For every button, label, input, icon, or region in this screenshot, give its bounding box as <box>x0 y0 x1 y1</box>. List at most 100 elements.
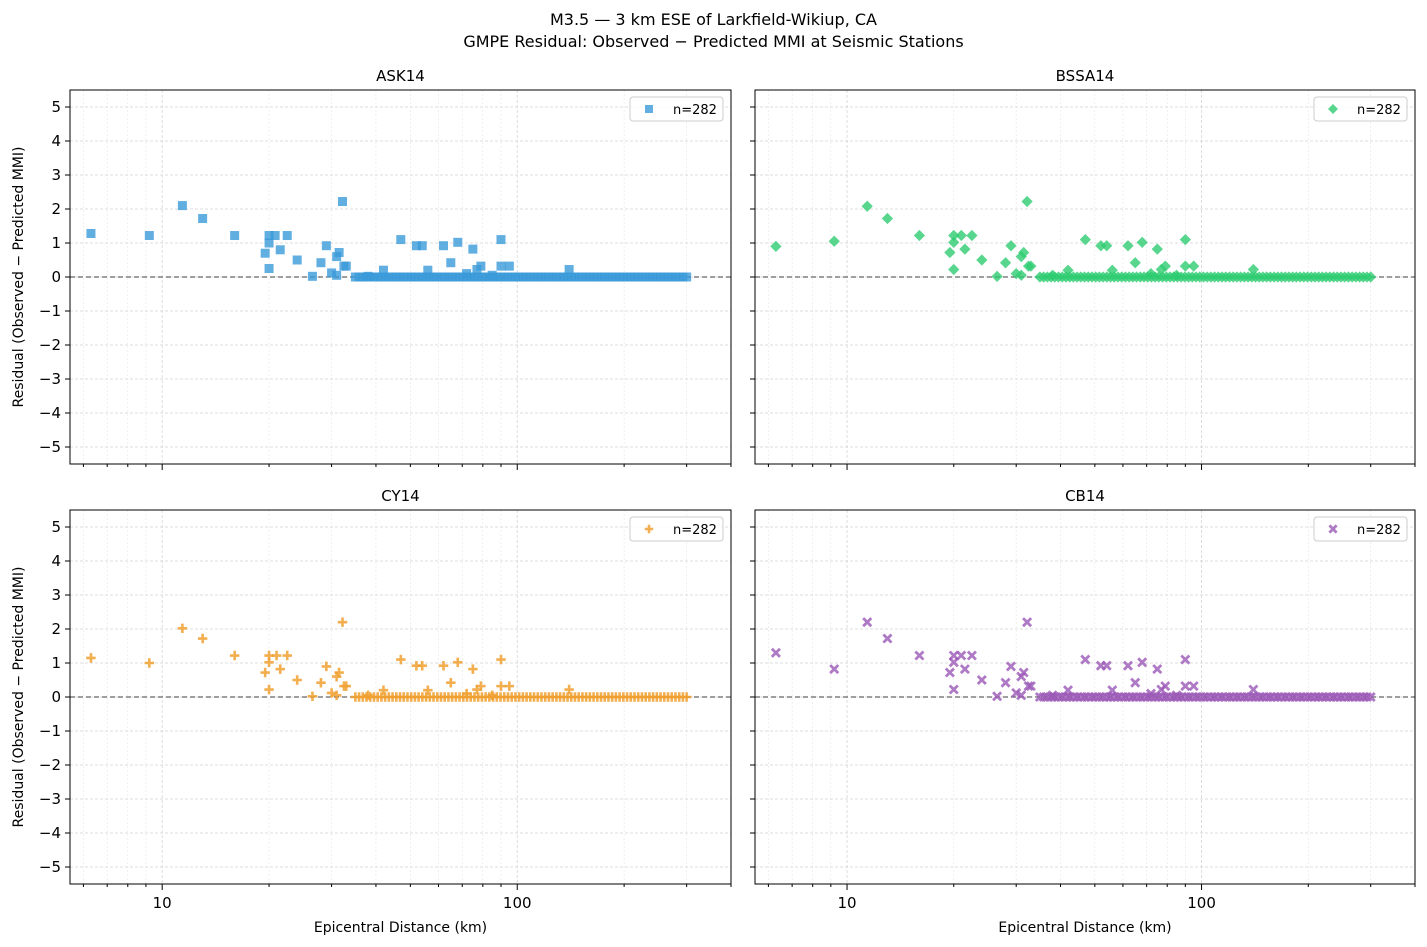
data-point <box>992 691 1003 702</box>
data-point <box>378 265 388 275</box>
data-point <box>914 650 925 661</box>
data-point <box>956 650 967 661</box>
data-point <box>1018 246 1030 259</box>
data-point <box>496 235 506 245</box>
legend: n=282 <box>1313 96 1408 122</box>
y-tick-label: 1 <box>51 234 61 252</box>
data-point <box>1000 677 1011 688</box>
data-point <box>976 254 988 266</box>
data-point <box>229 650 240 661</box>
data-point <box>770 647 781 658</box>
data-point <box>1023 681 1034 692</box>
legend-marker <box>1328 104 1338 114</box>
data-point <box>828 235 840 247</box>
x-tick-label: 100 <box>1187 894 1216 912</box>
data-point <box>1080 654 1091 665</box>
data-point <box>1025 681 1036 692</box>
data-point <box>331 690 342 701</box>
legend-marker <box>1328 524 1338 534</box>
x-tick-label: 100 <box>503 894 532 912</box>
data-point <box>264 657 274 668</box>
legend-label: n=282 <box>1357 103 1401 118</box>
panel-bssa14: BSSA14 n=282 <box>750 67 1416 470</box>
data-point <box>446 677 456 688</box>
data-point <box>1018 667 1029 678</box>
data-point <box>316 677 326 688</box>
data-point <box>1160 681 1171 692</box>
y-tick-label: −2 <box>39 756 61 774</box>
data-point <box>86 653 96 663</box>
y-axis-label: Residual (Observed − Predicted MMI) <box>11 567 27 828</box>
data-point <box>564 265 574 275</box>
data-point <box>1079 233 1091 246</box>
y-tick-label: 3 <box>51 586 61 604</box>
data-point <box>496 681 506 691</box>
data-point <box>1101 240 1113 252</box>
data-points <box>86 617 692 702</box>
legend-box <box>629 516 724 542</box>
data-point <box>944 667 955 678</box>
data-point <box>271 650 282 661</box>
data-point <box>439 241 449 251</box>
data-point <box>264 238 274 248</box>
y-tick-label: 1 <box>51 654 61 672</box>
data-point <box>321 661 332 672</box>
data-point <box>948 263 960 276</box>
data-point <box>913 229 926 242</box>
data-point <box>144 658 155 668</box>
data-point <box>966 650 977 661</box>
panel-title: CY14 <box>381 487 419 505</box>
data-point <box>959 243 971 255</box>
y-tick-label: 4 <box>51 552 61 570</box>
data-points <box>770 195 1377 283</box>
data-point <box>1015 250 1027 263</box>
legend-label: n=282 <box>1357 523 1401 538</box>
figure-title-line1: M3.5 — 3 km ESE of Larkfield-Wikiup, CA <box>549 10 877 29</box>
data-point <box>341 261 351 271</box>
x-axis-label: Epicentral Distance (km) <box>998 920 1171 936</box>
y-tick-label: 5 <box>51 98 61 116</box>
y-tick-label: 5 <box>51 518 61 536</box>
data-point <box>453 657 463 668</box>
data-point <box>292 255 302 265</box>
panel-title: BSSA14 <box>1056 67 1115 85</box>
data-point <box>396 654 406 665</box>
legend: n=282 <box>1313 516 1408 542</box>
data-point <box>1122 240 1134 252</box>
data-points <box>86 197 692 282</box>
data-point <box>682 272 692 282</box>
y-tick-label: −3 <box>39 370 61 388</box>
data-point <box>1095 240 1107 252</box>
data-point <box>948 236 960 248</box>
y-tick-label: 0 <box>51 688 61 706</box>
data-point <box>316 258 326 268</box>
data-point <box>468 664 478 674</box>
data-point <box>337 617 348 627</box>
data-point <box>966 229 978 242</box>
data-point <box>1005 240 1017 252</box>
data-point <box>292 675 302 685</box>
data-point <box>275 664 285 674</box>
y-tick-label: 2 <box>51 620 61 638</box>
data-point <box>282 650 292 661</box>
panel-ask14: ASK14 5 4 3 2 1 0 −1 −2 −3 −4 −5 Residual (Observed … <box>11 67 732 470</box>
data-point <box>453 237 463 247</box>
data-point <box>177 623 188 634</box>
data-point <box>1025 260 1037 272</box>
legend-box <box>629 96 724 122</box>
y-tick-label: −5 <box>39 858 61 876</box>
data-point <box>1152 664 1163 675</box>
data-point <box>1011 687 1022 698</box>
y-tick-label: −3 <box>39 790 61 808</box>
data-point <box>396 235 406 245</box>
x-tick-label: 10 <box>837 894 856 912</box>
data-point <box>230 231 240 241</box>
legend: n=282 <box>629 96 724 122</box>
data-point <box>1136 236 1148 248</box>
y-tick-label: −2 <box>39 336 61 354</box>
data-point <box>1180 654 1191 665</box>
figure-title-line2: GMPE Residual: Observed − Predicted MMI … <box>463 32 964 51</box>
data-point <box>270 231 280 241</box>
data-point <box>264 684 274 695</box>
